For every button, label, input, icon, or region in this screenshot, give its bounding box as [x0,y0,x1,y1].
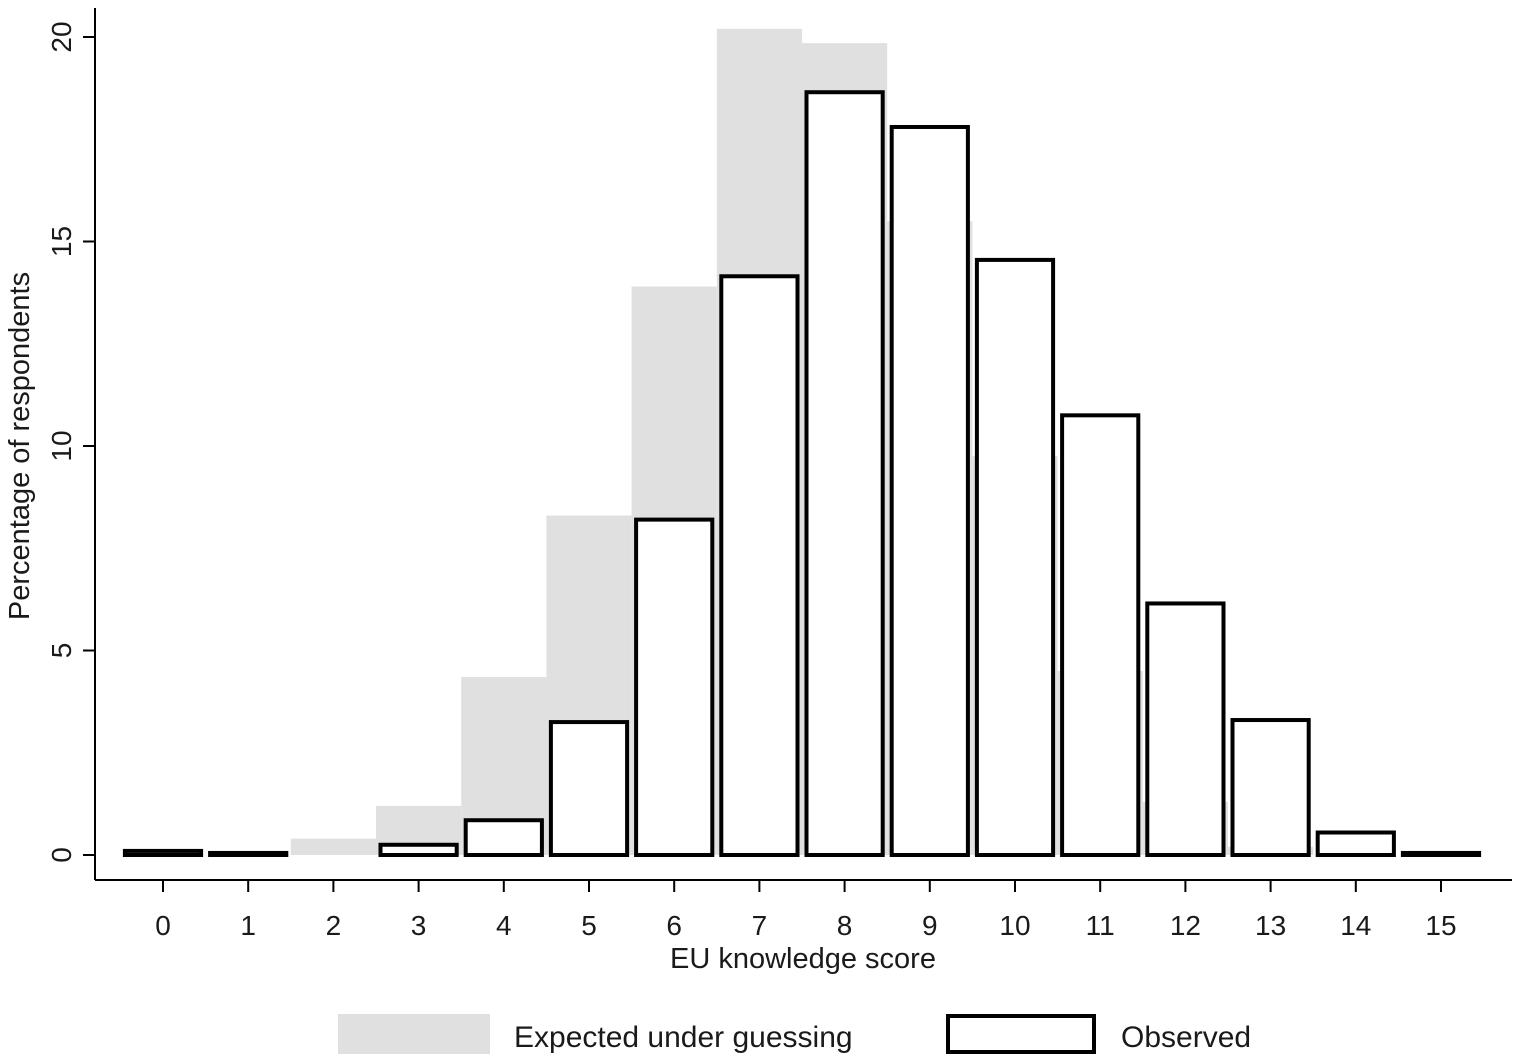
x-tick-label: 10 [999,910,1030,941]
legend-swatch-expected [338,1014,490,1054]
x-tick-label: 3 [411,910,427,941]
y-tick-label: 0 [46,847,77,863]
expected-bar [290,838,376,855]
observed-bar [208,850,289,858]
x-tick-label: 11 [1086,910,1115,941]
y-tick-label: 5 [46,643,77,659]
x-tick-label: 8 [837,910,853,941]
observed-bar [1315,830,1396,858]
legend-label-observed: Observed [1121,1021,1251,1054]
x-tick-label: 9 [922,910,938,941]
observed-bar [463,818,544,857]
observed-bar [1145,601,1226,858]
legend-swatch-observed [946,1014,1096,1054]
observed-bar [548,720,630,858]
x-tick-label: 15 [1425,910,1456,941]
x-tick-label: 4 [496,910,512,941]
legend: Expected under guessing Observed [338,1014,1251,1054]
y-axis-ticks: 0 5 10 15 20 [46,21,95,863]
observed-bar [378,842,459,858]
observed-bar [889,124,970,858]
x-tick-label: 14 [1340,910,1371,941]
observed-bar [1060,413,1141,857]
x-tick-label: 0 [155,910,171,941]
y-axis-title: Percentage of respondents [4,272,36,620]
observed-bar [634,517,715,857]
observed-bar [1230,718,1311,858]
observed-bar [804,90,885,857]
x-tick-label: 6 [666,910,682,941]
x-tick-label: 13 [1255,910,1286,941]
y-tick-label: 15 [46,226,77,257]
observed-bar [122,848,204,857]
y-tick-label: 20 [46,21,77,52]
x-tick-label: 12 [1170,910,1201,941]
x-tick-label: 2 [326,910,342,941]
x-tick-label: 5 [581,910,597,941]
y-tick-label: 10 [46,430,77,461]
observed-bar [974,257,1056,857]
x-tick-label: 1 [240,910,256,941]
x-tick-label: 7 [752,910,768,941]
x-axis-title: EU knowledge score [670,943,936,975]
observed-bar [1400,850,1482,858]
observed-bars-group [122,90,1482,858]
observed-bar [719,274,800,857]
legend-label-expected: Expected under guessing [514,1021,853,1054]
x-axis-ticks: 0 1 2 3 4 5 6 7 8 9 10 11 12 13 14 15 [155,880,1457,941]
